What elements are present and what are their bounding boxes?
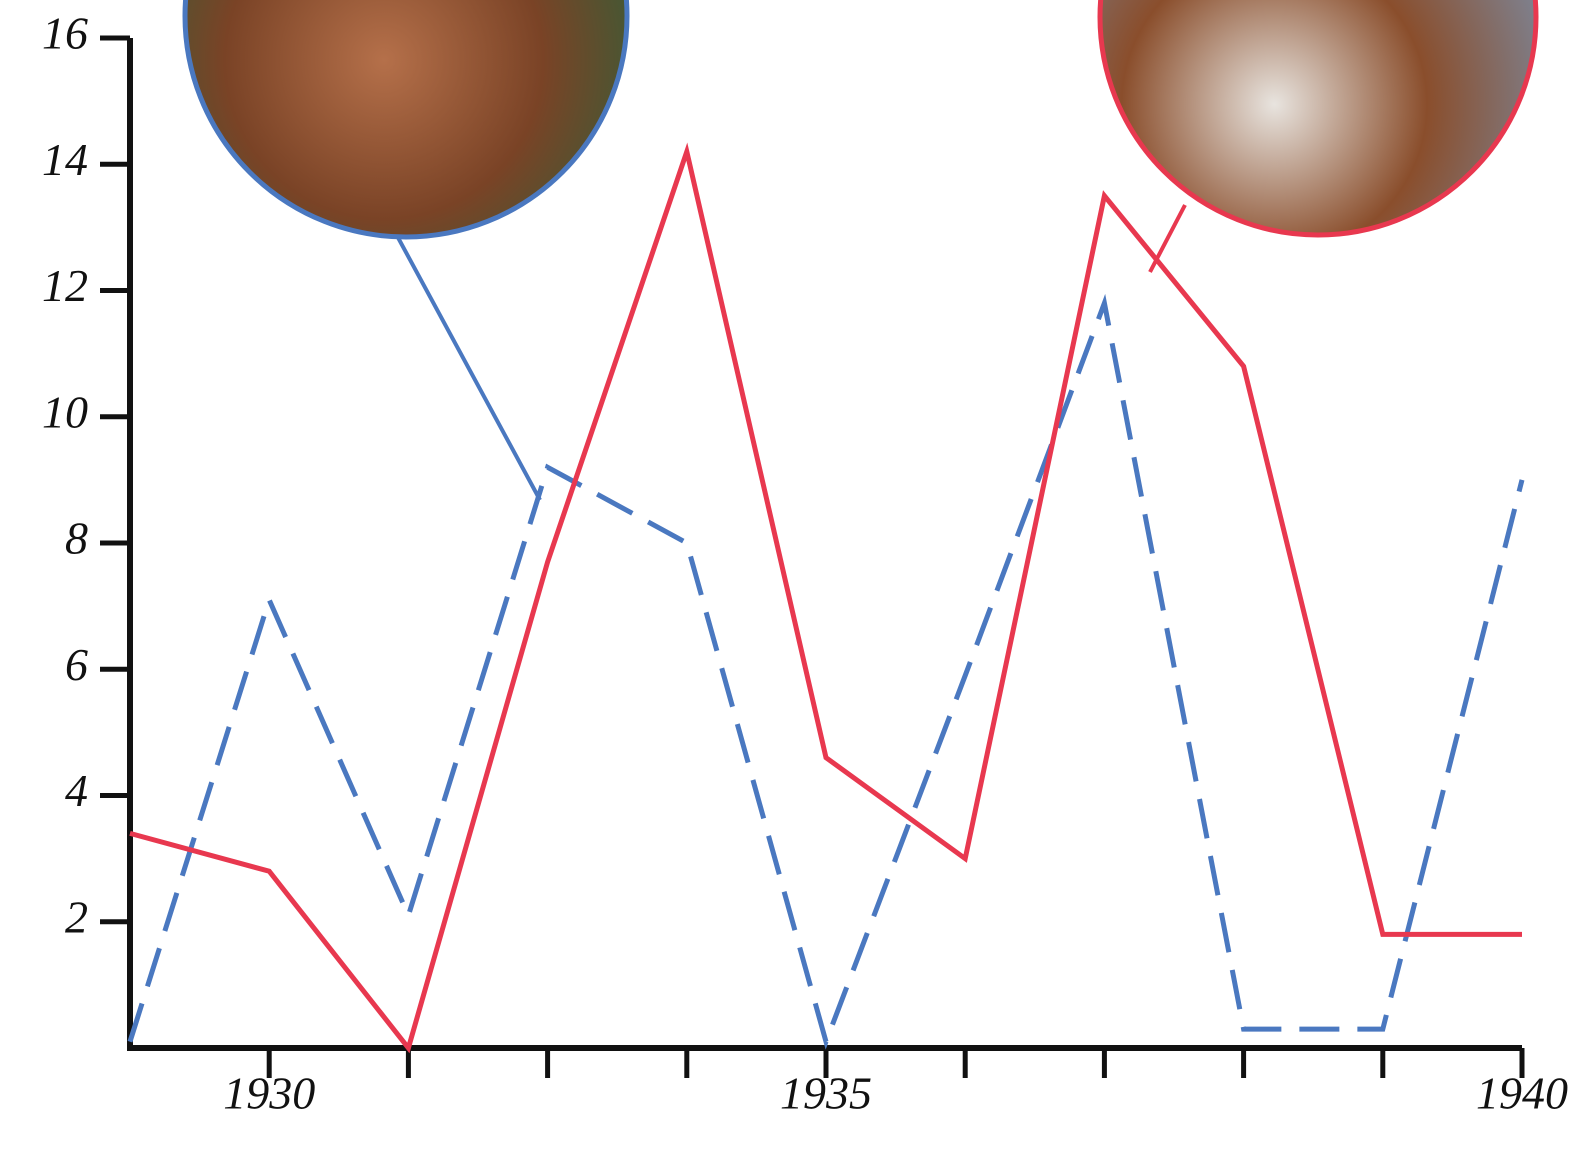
- squirrel-photo: [1100, 0, 1536, 235]
- x-tick-label: 1940: [1476, 1068, 1568, 1119]
- y-tick-label: 8: [65, 513, 88, 564]
- pine-cone-photo: [185, 0, 627, 237]
- y-tick-label: 6: [65, 639, 88, 690]
- connector: [395, 232, 540, 500]
- y-tick-label: 14: [42, 134, 88, 185]
- y-tick-label: 12: [42, 260, 88, 311]
- y-tick-label: 4: [65, 765, 88, 816]
- x-tick-label: 1935: [780, 1068, 872, 1119]
- chart: 2 4 6 8 10 12 14 16 1930 1935 1940: [0, 0, 1575, 1153]
- y-tick-label: 16: [42, 8, 88, 59]
- series-line: [130, 152, 1522, 1048]
- y-tick-label: 10: [42, 386, 88, 437]
- x-tick-label: 1930: [223, 1068, 315, 1119]
- series-line: [130, 303, 1522, 1042]
- y-tick-label: 2: [65, 891, 88, 942]
